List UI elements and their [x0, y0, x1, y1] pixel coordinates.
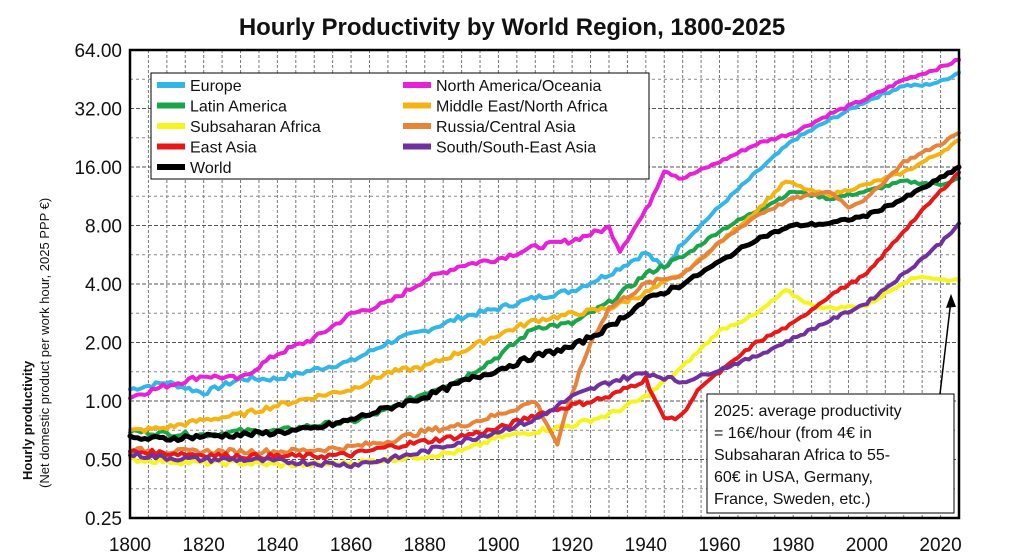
y-tick-label: 0.50 [85, 451, 122, 472]
legend-box [150, 72, 650, 180]
x-tick-label: 1920 [551, 535, 593, 556]
x-tick-label: 1820 [183, 535, 225, 556]
annotation-text: 60€ in USA, Germany, [714, 469, 873, 486]
x-tick-label: 1900 [477, 535, 519, 556]
annotation-text: 2025: average productivity [714, 403, 902, 420]
x-tick-label: 1880 [404, 535, 446, 556]
plot-frame [128, 48, 961, 520]
legend-label: Russia/Central Asia [436, 119, 576, 136]
y-tick-label: 1.00 [85, 392, 122, 413]
x-tick-label: 1940 [625, 535, 667, 556]
y-tick-label: 64.00 [74, 41, 122, 62]
annotation-arrowhead [946, 293, 956, 308]
legend-label: Europe [190, 78, 242, 95]
chart-title: Hourly Productivity by World Region, 180… [238, 14, 786, 41]
x-tick-label: 1840 [256, 535, 298, 556]
series-line [128, 70, 961, 397]
tick-labels: 0.25 0.50 1.00 2.00 4.00 8.00 16.00 32.00 64.00 1… [74, 41, 961, 556]
annotation-text: France, Sweden, etc.) [714, 491, 871, 508]
annotation-arrow [939, 299, 952, 395]
series-line [128, 274, 961, 469]
series-line [128, 221, 961, 470]
series-line [128, 57, 961, 401]
annotation-box [706, 393, 955, 514]
series-lines [127, 57, 962, 470]
series-line [127, 164, 962, 443]
x-tick-label: 1800 [109, 535, 151, 556]
x-tick-label: 1980 [772, 535, 814, 556]
legend-label: Latin America [190, 99, 287, 116]
y-tick-label: 0.25 [85, 509, 122, 530]
legend-label: Subsaharan Africa [190, 119, 321, 136]
annotation-text: Subsaharan Africa to 55- [714, 447, 890, 464]
legend-label: World [190, 160, 232, 177]
x-tick-label: 1860 [330, 535, 372, 556]
annotation: 2025: average productivity = 16€/hour (fr… [706, 293, 956, 514]
legend-label: East Asia [190, 140, 257, 157]
y-tick-label: 8.00 [85, 217, 122, 238]
series-line [128, 130, 961, 457]
x-tick-label: 1960 [698, 535, 740, 556]
y-tick-label: 32.00 [74, 100, 122, 121]
y-tick-label: 16.00 [74, 158, 122, 179]
legend-label: Middle East/North Africa [436, 99, 608, 116]
legend-label: North America/Oceania [436, 78, 602, 95]
y-tick-label: 2.00 [85, 334, 122, 355]
series-line [128, 138, 961, 434]
x-tick-label: 2000 [846, 535, 888, 556]
x-tick-label: 2020 [919, 535, 961, 556]
legend-label: South/South-East Asia [436, 140, 596, 157]
annotation-text: = 16€/hour (from 4€ in [714, 425, 872, 442]
legend: Europe Latin America Subsaharan Africa East… [150, 72, 650, 180]
y-tick-label: 4.00 [85, 275, 122, 296]
